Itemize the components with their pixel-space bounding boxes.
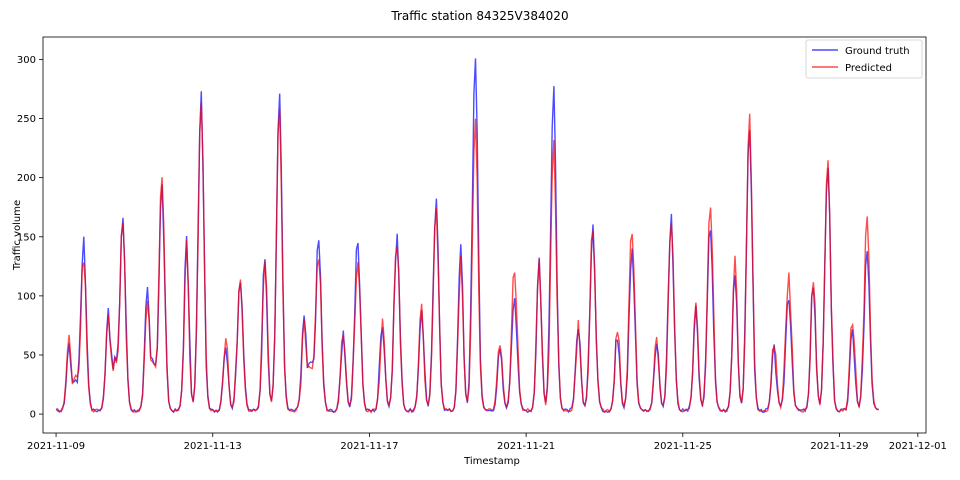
x-axis-label: Timestamp — [463, 456, 520, 467]
x-tick-label: 2021-12-01 — [889, 441, 947, 452]
series-line-predicted — [55, 102, 880, 414]
y-tick-label: 200 — [17, 173, 36, 184]
y-axis: 0 50 100 150 200 250 300 — [17, 55, 43, 421]
y-tick-label: 150 — [17, 232, 36, 243]
y-axis-label: Traffic volume — [12, 200, 23, 271]
legend: Ground truth Predicted — [805, 39, 923, 79]
x-tick-label: 2021-11-13 — [184, 441, 242, 452]
x-tick-label: 2021-11-29 — [810, 441, 868, 452]
series-lines — [55, 58, 880, 414]
chart-title: Traffic station 84325V384020 — [390, 9, 568, 23]
y-tick-label: 250 — [17, 114, 36, 125]
x-tick-label: 2021-11-17 — [340, 441, 398, 452]
x-tick-label: 2021-11-25 — [654, 441, 712, 452]
x-tick-label: 2021-11-09 — [27, 441, 85, 452]
x-axis: 2021-11-09 2021-11-13 2021-11-17 2021-11-21… — [27, 433, 947, 452]
y-tick-label: 300 — [17, 55, 36, 66]
plot-area: 2021-11-09 2021-11-13 2021-11-17 2021-11-21… — [17, 36, 947, 452]
legend-label-predicted: Predicted — [845, 63, 892, 74]
legend-label-ground-truth: Ground truth — [845, 46, 910, 57]
x-tick-label: 2021-11-21 — [497, 441, 555, 452]
y-tick-label: 100 — [17, 291, 36, 302]
y-tick-label: 50 — [23, 350, 36, 361]
y-tick-label: 0 — [30, 410, 36, 421]
